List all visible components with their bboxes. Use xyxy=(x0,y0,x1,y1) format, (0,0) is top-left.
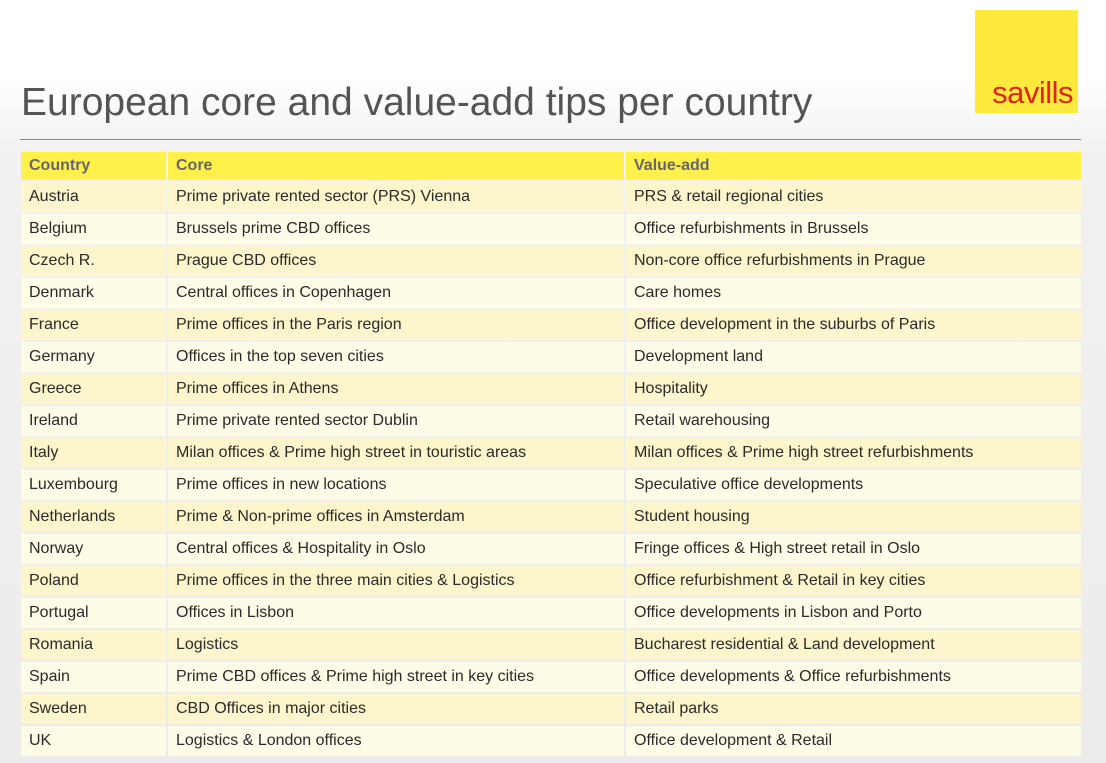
table-row: Czech R. Prague CBD offices Non-core offic… xyxy=(21,246,1081,276)
table-row: UK Logistics & London offices Office devel… xyxy=(21,726,1081,756)
cell-value-add: Office refurbishment & Retail in key cit… xyxy=(626,566,1081,596)
cell-value-add: Milan offices & Prime high street refurb… xyxy=(626,438,1081,468)
table-row: Austria Prime private rented sector (PRS)… xyxy=(21,182,1081,212)
cell-value-add: Hospitality xyxy=(626,374,1081,404)
cell-country: Denmark xyxy=(21,278,166,308)
cell-value-add: Student housing xyxy=(626,502,1081,532)
cell-value-add: Office developments in Lisbon and Porto xyxy=(626,598,1081,628)
cell-core: Central offices & Hospitality in Oslo xyxy=(168,534,624,564)
savills-logo: savills xyxy=(975,10,1078,113)
cell-country: Greece xyxy=(21,374,166,404)
cell-country: Czech R. xyxy=(21,246,166,276)
cell-core: Prime offices in the three main cities &… xyxy=(168,566,624,596)
cell-value-add: Care homes xyxy=(626,278,1081,308)
cell-value-add: Bucharest residential & Land development xyxy=(626,630,1081,660)
cell-value-add: Fringe offices & High street retail in O… xyxy=(626,534,1081,564)
cell-value-add: Retail parks xyxy=(626,694,1081,724)
cell-value-add: Development land xyxy=(626,342,1081,372)
table-row: Norway Central offices & Hospitality in O… xyxy=(21,534,1081,564)
cell-country: Netherlands xyxy=(21,502,166,532)
cell-core: Central offices in Copenhagen xyxy=(168,278,624,308)
table-row: Germany Offices in the top seven cities De… xyxy=(21,342,1081,372)
cell-country: Spain xyxy=(21,662,166,692)
header-value-add: Value-add xyxy=(626,152,1081,180)
cell-value-add: Non-core office refurbishments in Prague xyxy=(626,246,1081,276)
table-row: Italy Milan offices & Prime high street i… xyxy=(21,438,1081,468)
cell-country: Ireland xyxy=(21,406,166,436)
table-row: Greece Prime offices in Athens Hospitality xyxy=(21,374,1081,404)
cell-country: Poland xyxy=(21,566,166,596)
table-row: Portugal Offices in Lisbon Office developm… xyxy=(21,598,1081,628)
cell-country: Norway xyxy=(21,534,166,564)
table-row: Spain Prime CBD offices & Prime high stre… xyxy=(21,662,1081,692)
table-row: Ireland Prime private rented sector Dubli… xyxy=(21,406,1081,436)
cell-value-add: Office development & Retail xyxy=(626,726,1081,756)
cell-country: Austria xyxy=(21,182,166,212)
cell-core: Prague CBD offices xyxy=(168,246,624,276)
cell-country: Portugal xyxy=(21,598,166,628)
cell-country: Italy xyxy=(21,438,166,468)
logo-text: savills xyxy=(992,75,1073,110)
cell-value-add: Office development in the suburbs of Par… xyxy=(626,310,1081,340)
cell-country: Sweden xyxy=(21,694,166,724)
cell-core: Prime offices in Athens xyxy=(168,374,624,404)
cell-country: UK xyxy=(21,726,166,756)
table-row: France Prime offices in the Paris region O… xyxy=(21,310,1081,340)
table-row: Netherlands Prime & Non-prime offices in … xyxy=(21,502,1081,532)
page-title: European core and value-add tips per cou… xyxy=(21,81,813,124)
table-row: Romania Logistics Bucharest residential & … xyxy=(21,630,1081,660)
table-body: Austria Prime private rented sector (PRS)… xyxy=(21,182,1081,756)
country-tips-table: Country Core Value-add Austria Prime priv… xyxy=(19,150,1083,758)
cell-country: Germany xyxy=(21,342,166,372)
table-row: Poland Prime offices in the three main ci… xyxy=(21,566,1081,596)
cell-core: Logistics & London offices xyxy=(168,726,624,756)
header-country: Country xyxy=(21,152,166,180)
table-header-row: Country Core Value-add xyxy=(21,152,1081,180)
cell-core: Offices in Lisbon xyxy=(168,598,624,628)
cell-core: Logistics xyxy=(168,630,624,660)
cell-core: Prime CBD offices & Prime high street in… xyxy=(168,662,624,692)
cell-core: Prime offices in new locations xyxy=(168,470,624,500)
cell-core: Prime offices in the Paris region xyxy=(168,310,624,340)
table-row: Belgium Brussels prime CBD offices Office … xyxy=(21,214,1081,244)
cell-core: Brussels prime CBD offices xyxy=(168,214,624,244)
cell-core: Milan offices & Prime high street in tou… xyxy=(168,438,624,468)
cell-value-add: Retail warehousing xyxy=(626,406,1081,436)
cell-value-add: PRS & retail regional cities xyxy=(626,182,1081,212)
cell-core: CBD Offices in major cities xyxy=(168,694,624,724)
cell-country: Belgium xyxy=(21,214,166,244)
title-divider xyxy=(20,139,1081,140)
cell-value-add: Office developments & Office refurbishme… xyxy=(626,662,1081,692)
cell-country: Romania xyxy=(21,630,166,660)
table-row: Luxembourg Prime offices in new locations… xyxy=(21,470,1081,500)
table-row: Denmark Central offices in Copenhagen Care… xyxy=(21,278,1081,308)
cell-core: Prime private rented sector Dublin xyxy=(168,406,624,436)
cell-value-add: Speculative office developments xyxy=(626,470,1081,500)
cell-country: France xyxy=(21,310,166,340)
header-core: Core xyxy=(168,152,624,180)
table-row: Sweden CBD Offices in major cities Retail … xyxy=(21,694,1081,724)
cell-core: Prime & Non-prime offices in Amsterdam xyxy=(168,502,624,532)
cell-value-add: Office refurbishments in Brussels xyxy=(626,214,1081,244)
cell-country: Luxembourg xyxy=(21,470,166,500)
cell-core: Offices in the top seven cities xyxy=(168,342,624,372)
cell-core: Prime private rented sector (PRS) Vienna xyxy=(168,182,624,212)
